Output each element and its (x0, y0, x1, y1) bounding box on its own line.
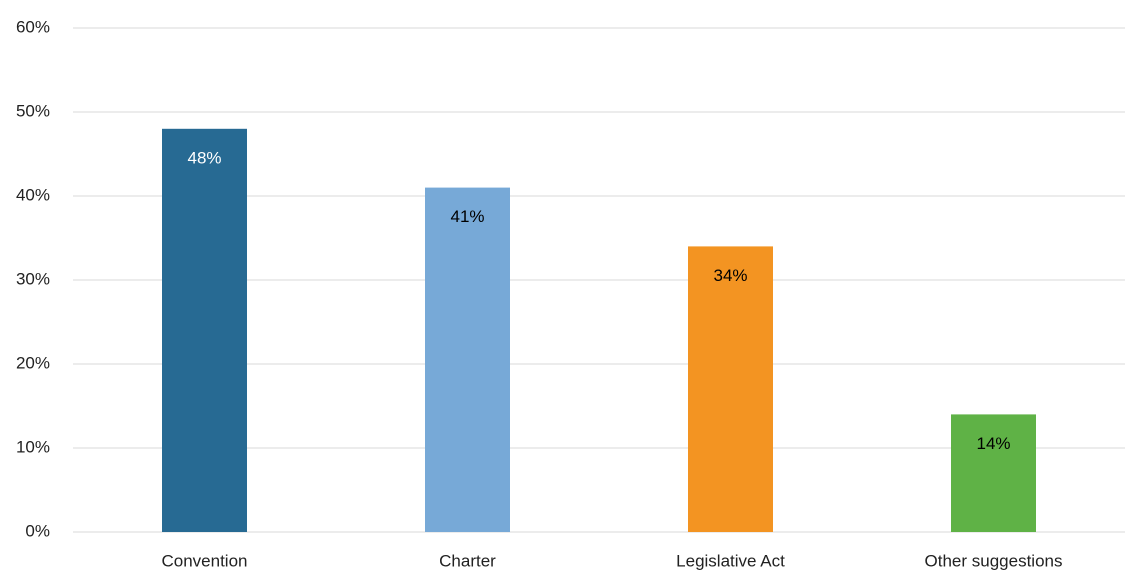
y-tick-label: 10% (16, 437, 50, 456)
x-tick-label: Other suggestions (925, 551, 1063, 570)
x-tick-label: Convention (161, 551, 247, 570)
bar (951, 414, 1036, 532)
y-tick-label: 0% (25, 521, 50, 540)
data-label: 14% (976, 434, 1010, 453)
y-tick-label: 30% (16, 269, 50, 288)
x-tick-label: Charter (439, 551, 496, 570)
y-tick-label: 40% (16, 185, 50, 204)
bar (688, 246, 773, 532)
y-tick-label: 60% (16, 17, 50, 36)
x-tick-label: Legislative Act (676, 551, 785, 570)
y-tick-label: 50% (16, 101, 50, 120)
data-label: 41% (450, 207, 484, 226)
bar (162, 128, 247, 533)
data-label: 48% (187, 148, 221, 167)
y-tick-label: 20% (16, 353, 50, 372)
bar (425, 187, 510, 532)
data-label: 34% (713, 266, 747, 285)
